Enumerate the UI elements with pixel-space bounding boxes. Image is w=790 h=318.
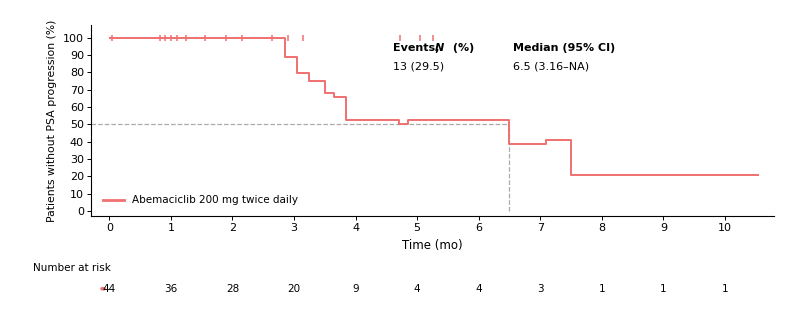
Y-axis label: Patients without PSA progression (%): Patients without PSA progression (%) [47, 20, 58, 222]
Text: 36: 36 [164, 284, 178, 294]
Text: 9: 9 [352, 284, 359, 294]
Text: N: N [435, 43, 444, 53]
Text: 1: 1 [599, 284, 605, 294]
Text: Number at risk: Number at risk [32, 263, 111, 273]
Text: 4: 4 [476, 284, 482, 294]
Text: 28: 28 [226, 284, 239, 294]
Text: 4: 4 [414, 284, 420, 294]
Legend: Abemaciclib 200 mg twice daily: Abemaciclib 200 mg twice daily [103, 195, 298, 205]
Text: 1: 1 [660, 284, 667, 294]
X-axis label: Time (mo): Time (mo) [402, 239, 463, 252]
Text: 1: 1 [721, 284, 728, 294]
Text: 44: 44 [103, 284, 116, 294]
Text: 13 (29.5): 13 (29.5) [393, 62, 444, 72]
Text: Median (95% CI): Median (95% CI) [513, 43, 615, 53]
Text: 6.5 (3.16–NA): 6.5 (3.16–NA) [513, 62, 589, 72]
Text: 20: 20 [288, 284, 300, 294]
Text: Events,: Events, [393, 43, 442, 53]
Text: (%): (%) [450, 43, 475, 53]
Text: 3: 3 [537, 284, 544, 294]
